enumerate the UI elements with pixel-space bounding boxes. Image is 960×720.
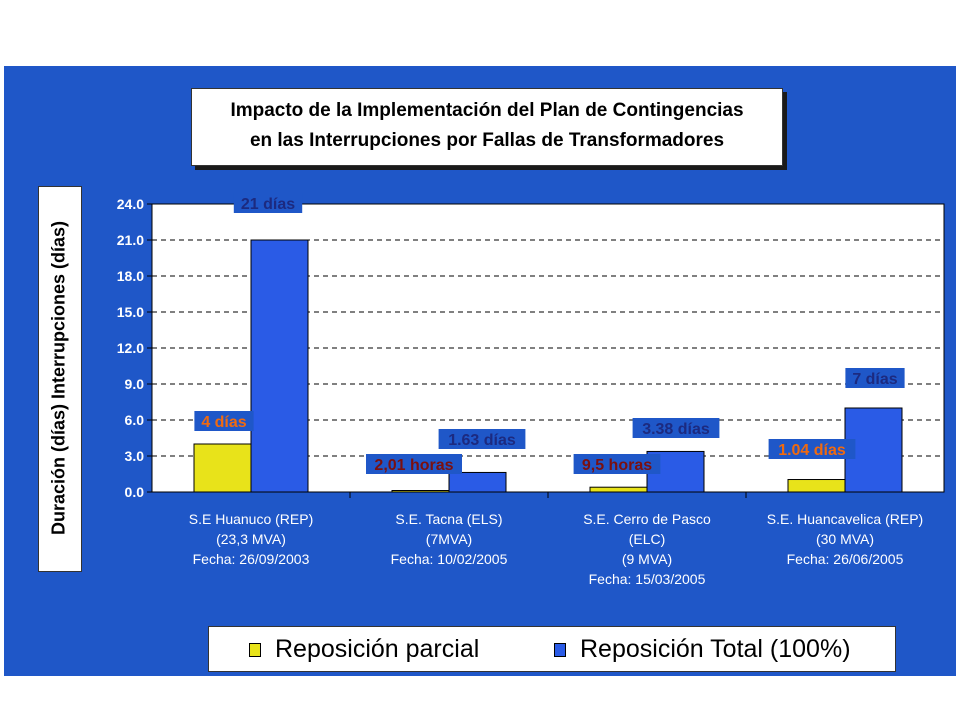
bar-partial [193, 443, 252, 493]
bar-partial [391, 490, 450, 493]
y-tick-label: 18.0 [117, 268, 144, 284]
legend-swatch-partial [249, 642, 261, 657]
x-category-label: (ELC) [629, 531, 666, 547]
bar-total [448, 471, 507, 493]
data-label-partial: 1.04 días [778, 442, 846, 459]
data-label-bg [573, 454, 661, 474]
y-tick-label: 0.0 [125, 484, 145, 500]
data-label-partial: 9,5 horas [582, 457, 652, 474]
x-category-label: (30 MVA) [816, 531, 874, 547]
y-tick-label: 24.0 [117, 196, 144, 212]
x-category-label: Fecha: 10/02/2005 [391, 551, 508, 567]
x-category-label: S.E Huanuco (REP) [189, 511, 314, 527]
data-label-bg [233, 193, 303, 213]
legend: Reposición parcial Reposición Total (100… [208, 626, 896, 672]
chart-title-line-2: en las Interrupciones por Fallas de Tran… [249, 130, 725, 151]
y-tick-label: 6.0 [125, 412, 145, 428]
x-category-label: (7MVA) [426, 531, 472, 547]
x-category-label: S.E. Tacna (ELS) [395, 511, 502, 527]
bar-partial [589, 486, 648, 493]
data-label-bg [194, 411, 254, 431]
x-category-label: (9 MVA) [622, 551, 672, 567]
x-category-label: Fecha: 15/03/2005 [589, 571, 706, 587]
y-axis-label-box [38, 186, 82, 572]
data-label-bg [845, 368, 905, 388]
data-label-partial: 2,01 horas [374, 457, 453, 474]
legend-label-partial: Reposición parcial [275, 635, 480, 663]
x-category-label: (23,3 MVA) [216, 531, 286, 547]
data-label-total: 3.38 días [642, 421, 710, 438]
chart-title: Impacto de la Implementación del Plan de… [191, 88, 783, 166]
bar-total [250, 239, 309, 493]
x-category-label: S.E. Huancavelica (REP) [767, 511, 923, 527]
legend-label-total: Reposición Total (100%) [580, 635, 851, 663]
data-label-total: 7 días [852, 371, 897, 388]
y-tick-label: 3.0 [125, 448, 145, 464]
y-tick-label: 15.0 [117, 304, 144, 320]
legend-item-total: Reposición Total (100%) [554, 635, 851, 664]
x-category-label: Fecha: 26/09/2003 [193, 551, 310, 567]
data-label-bg [438, 429, 526, 449]
legend-item-partial: Reposición parcial [249, 635, 479, 664]
chart-title-line-1: Impacto de la Implementación del Plan de… [230, 100, 744, 121]
legend-swatch-total [554, 642, 566, 657]
x-category-label: Fecha: 26/06/2005 [787, 551, 904, 567]
data-label-bg [366, 454, 462, 474]
bar-partial [787, 479, 846, 493]
x-category-label: S.E. Cerro de Pasco [583, 511, 711, 527]
y-tick-label: 12.0 [117, 340, 144, 356]
data-label-bg [632, 418, 720, 438]
y-tick-label: 9.0 [125, 376, 145, 392]
data-label-total: 21 días [241, 196, 295, 213]
data-label-total: 1.63 días [448, 432, 516, 449]
y-tick-label: 21.0 [117, 232, 144, 248]
bar-total [844, 407, 903, 493]
data-label-bg [768, 439, 856, 459]
data-label-partial: 4 días [201, 414, 246, 431]
